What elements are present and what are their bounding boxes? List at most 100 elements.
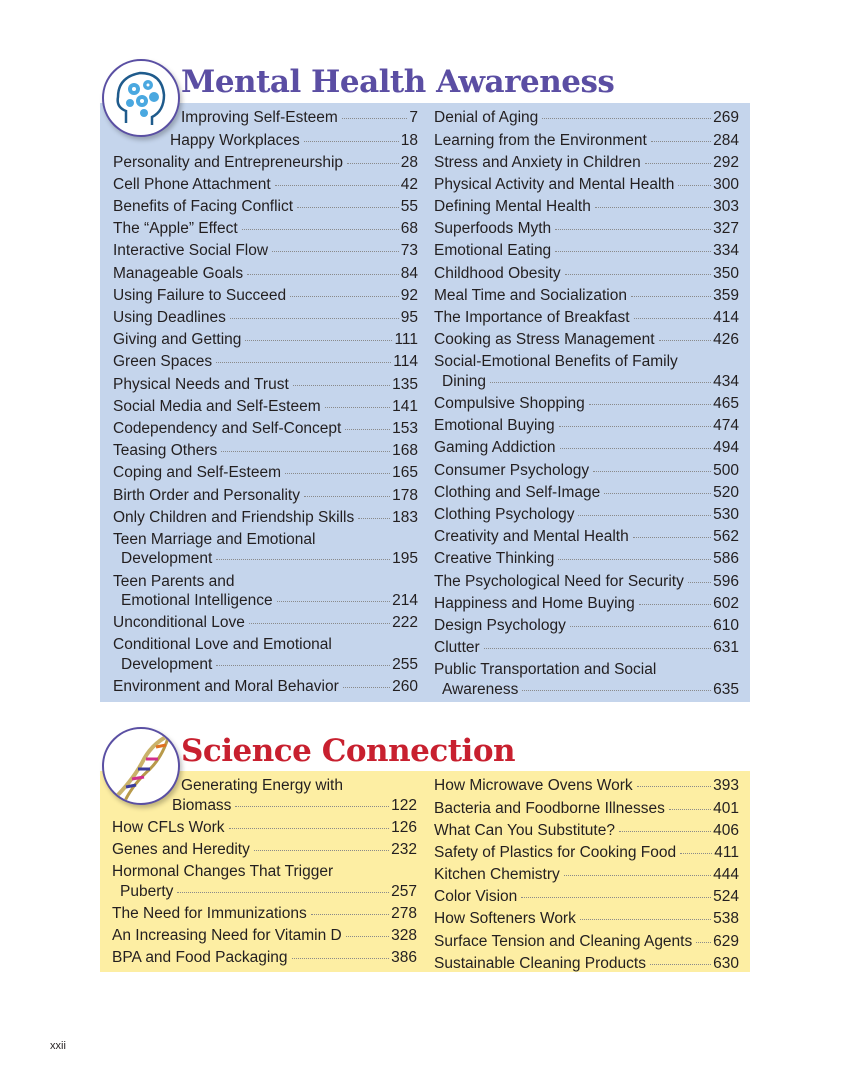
page-number: 411 — [714, 843, 739, 861]
entry-title: Consumer Psychology — [434, 461, 590, 479]
dot-leader — [483, 648, 712, 650]
page-number: 334 — [713, 242, 739, 260]
toc-entry[interactable]: Public Transportation and Social Awarenes… — [434, 659, 739, 701]
toc-entry[interactable]: Gaming Addiction 494 — [434, 437, 739, 459]
toc-entry[interactable]: Social Media and Self-Esteem 141 — [113, 395, 418, 417]
toc-entry[interactable]: Clothing and Self-Image 520 — [434, 482, 739, 504]
toc-entry[interactable]: Personality and Entrepreneurship 28 — [113, 151, 418, 173]
toc-entry[interactable]: The Need for Immunizations 278 — [112, 903, 417, 925]
entry-title: Only Children and Friendship Skills — [113, 508, 355, 526]
toc-entry[interactable]: Teasing Others 168 — [113, 440, 418, 462]
dot-leader — [228, 828, 390, 830]
toc-entry[interactable]: Safety of Plastics for Cooking Food 411 — [434, 842, 739, 864]
head-gears-icon — [102, 59, 180, 137]
toc-entry[interactable]: Teen Marriage and Emotional Development 19… — [113, 529, 418, 571]
dot-leader — [542, 118, 712, 120]
toc-entry[interactable]: Interactive Social Flow 73 — [113, 240, 418, 262]
page-number: 28 — [400, 153, 418, 171]
toc-entry[interactable]: Creativity and Mental Health 562 — [434, 526, 739, 548]
toc-entry[interactable]: Green Spaces 114 — [113, 351, 418, 373]
toc-entry[interactable]: Social-Emotional Benefits of Family Dinin… — [434, 351, 739, 393]
toc-entry[interactable]: Creative Thinking 586 — [434, 548, 739, 570]
entry-title: Conditional Love and Emotional — [113, 636, 332, 654]
page-number: 635 — [713, 680, 739, 698]
toc-entry[interactable]: Emotional Eating 334 — [434, 240, 739, 262]
dot-leader — [216, 664, 391, 666]
entry-title: Clothing and Self-Image — [434, 483, 601, 501]
toc-entry[interactable]: Coping and Self-Esteem 165 — [113, 462, 418, 484]
toc-entry[interactable]: Hormonal Changes That Trigger Puberty 257 — [112, 861, 417, 903]
toc-entry[interactable]: Codependency and Self-Concept 153 — [113, 418, 418, 440]
toc-entry[interactable]: Physical Needs and Trust 135 — [113, 373, 418, 395]
toc-entry[interactable]: The Importance of Breakfast 414 — [434, 307, 739, 329]
entry-title: Codependency and Self-Concept — [113, 419, 342, 437]
toc-entry[interactable]: How Softeners Work 538 — [434, 908, 739, 930]
toc-entry[interactable]: Benefits of Facing Conflict 55 — [113, 196, 418, 218]
page-number: 350 — [713, 264, 739, 282]
toc-entry[interactable]: Birth Order and Personality 178 — [113, 484, 418, 506]
toc-entry[interactable]: Design Psychology 610 — [434, 615, 739, 637]
dot-leader — [285, 473, 391, 475]
toc-entry[interactable]: Superfoods Myth 327 — [434, 218, 739, 240]
toc-entry[interactable]: Defining Mental Health 303 — [434, 196, 739, 218]
entry-title: Interactive Social Flow — [113, 242, 269, 260]
entry-title: Gaming Addiction — [434, 439, 556, 457]
toc-entry[interactable]: Generating Energy with Biomass 122 — [112, 775, 417, 817]
science-box: Generating Energy with Biomass 122 How CFLs… — [100, 771, 750, 972]
toc-entry[interactable]: Color Vision 524 — [434, 886, 739, 908]
toc-entry[interactable]: Giving and Getting 111 — [113, 329, 418, 351]
toc-entry[interactable]: Bacteria and Foodborne Illnesses 401 — [434, 797, 739, 819]
toc-entry[interactable]: Stress and Anxiety in Children 292 — [434, 151, 739, 173]
dot-leader — [521, 897, 712, 899]
dot-leader — [668, 808, 712, 810]
toc-entry[interactable]: Cell Phone Attachment 42 — [113, 174, 418, 196]
toc-entry[interactable]: How Microwave Ovens Work 393 — [434, 775, 739, 797]
toc-entry[interactable]: Happiness and Home Buying 602 — [434, 592, 739, 614]
toc-entry[interactable]: How CFLs Work 126 — [112, 817, 417, 839]
toc-entry[interactable]: Childhood Obesity 350 — [434, 262, 739, 284]
toc-entry[interactable]: Improving Self-Esteem 7 — [113, 107, 418, 129]
dot-leader — [229, 318, 399, 320]
dot-leader — [216, 362, 392, 364]
toc-entry[interactable]: An Increasing Need for Vitamin D 328 — [112, 925, 417, 947]
entry-title: Childhood Obesity — [434, 264, 561, 282]
entry-title: Kitchen Chemistry — [434, 866, 560, 884]
entry-title: Happiness and Home Buying — [434, 594, 635, 612]
page-number: 327 — [713, 220, 739, 238]
toc-entry[interactable]: Happy Workplaces 18 — [113, 129, 418, 151]
toc-entry[interactable]: Denial of Aging 269 — [434, 107, 739, 129]
toc-entry[interactable]: Clutter 631 — [434, 637, 739, 659]
toc-entry[interactable]: Genes and Heredity 232 — [112, 839, 417, 861]
toc-entry[interactable]: Using Failure to Succeed 92 — [113, 285, 418, 307]
toc-entry[interactable]: Unconditional Love 222 — [113, 612, 418, 634]
toc-entry[interactable]: Clothing Psychology 530 — [434, 504, 739, 526]
toc-entry[interactable]: What Can You Substitute? 406 — [434, 819, 739, 841]
page-number: 214 — [392, 592, 418, 610]
toc-entry[interactable]: Only Children and Friendship Skills 183 — [113, 506, 418, 528]
toc-entry[interactable]: Kitchen Chemistry 444 — [434, 864, 739, 886]
toc-entry[interactable]: Environment and Moral Behavior 260 — [113, 676, 418, 698]
toc-entry[interactable]: Conditional Love and Emotional Developmen… — [113, 634, 418, 676]
toc-entry[interactable]: Meal Time and Socialization 359 — [434, 285, 739, 307]
toc-entry[interactable]: Cooking as Stress Management 426 — [434, 329, 739, 351]
toc-entry[interactable]: The Psychological Need for Security 596 — [434, 570, 739, 592]
toc-entry[interactable]: Surface Tension and Cleaning Agents 629 — [434, 930, 739, 952]
entry-title: Meal Time and Socialization — [434, 286, 627, 304]
toc-entry[interactable]: BPA and Food Packaging 386 — [112, 947, 417, 969]
toc-entry[interactable]: Teen Parents and Emotional Intelligence 21… — [113, 570, 418, 612]
dot-leader — [604, 492, 712, 494]
entry-title: Clothing Psychology — [434, 506, 575, 524]
toc-entry[interactable]: Physical Activity and Mental Health 300 — [434, 174, 739, 196]
page-number: 111 — [394, 331, 418, 349]
toc-entry[interactable]: Using Deadlines 95 — [113, 307, 418, 329]
toc-entry[interactable]: Manageable Goals 84 — [113, 262, 418, 284]
dot-leader — [245, 340, 393, 342]
toc-entry[interactable]: The “Apple” Effect 68 — [113, 218, 418, 240]
toc-entry[interactable]: Learning from the Environment 284 — [434, 129, 739, 151]
toc-entry[interactable]: Consumer Psychology 500 — [434, 459, 739, 481]
page-number: 84 — [400, 264, 418, 282]
toc-entry[interactable]: Compulsive Shopping 465 — [434, 393, 739, 415]
dot-leader — [594, 207, 712, 209]
toc-entry[interactable]: Sustainable Cleaning Products 630 — [434, 953, 739, 975]
toc-entry[interactable]: Emotional Buying 474 — [434, 415, 739, 437]
